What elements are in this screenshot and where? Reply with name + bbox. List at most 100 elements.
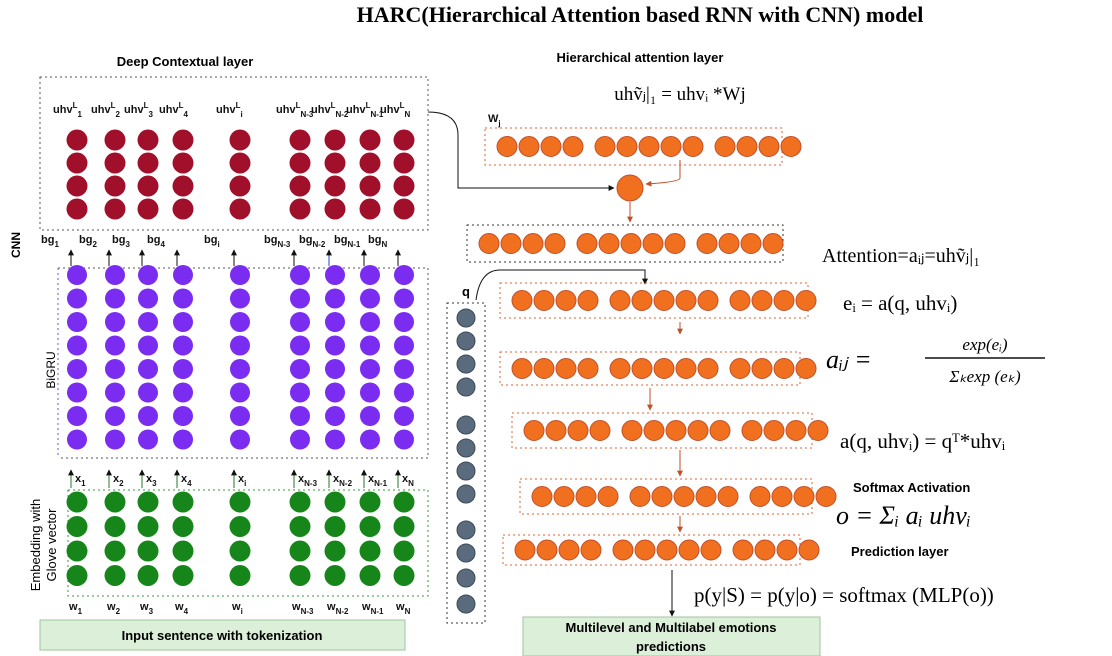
bigru-node [290, 359, 310, 379]
label-base: uhv [124, 104, 144, 116]
cnn-node [324, 198, 346, 220]
bigru-node [173, 359, 193, 379]
label-sup: L [366, 101, 371, 110]
uhv-label: uhvL4 [159, 101, 188, 119]
bigru-node [230, 335, 250, 356]
w-label: w4 [174, 601, 189, 616]
attention-node [540, 136, 562, 157]
attention-node [594, 136, 616, 157]
bigru-node [230, 265, 250, 285]
label-sub: 2 [92, 240, 97, 249]
label-sub: 2 [115, 110, 120, 119]
embedding-node [393, 516, 415, 537]
label-sub: N-3 [301, 607, 314, 616]
label-base: bg [112, 234, 125, 246]
cnn-node [104, 198, 126, 220]
embedding-node [393, 540, 415, 562]
q-node [456, 594, 476, 614]
bigru-node [394, 359, 414, 379]
attention-node [651, 486, 673, 507]
side-label: CNN [9, 232, 23, 258]
bigru-node [394, 312, 414, 332]
footer-box [39, 619, 406, 651]
attention-node [629, 486, 651, 507]
label-sub: N-3 [300, 110, 313, 119]
attention-node [793, 486, 815, 507]
bigru-node [105, 335, 125, 356]
label-sub: N-2 [336, 607, 349, 616]
q-node [456, 484, 476, 504]
bigru-node [325, 265, 345, 285]
cnn-node [359, 198, 381, 220]
bigru-node [67, 312, 87, 332]
w-label: w2 [106, 601, 121, 616]
label-sub: N-3 [304, 479, 317, 488]
attention-node [531, 486, 553, 507]
label-base: uhv [346, 104, 366, 116]
label-sub: 4 [184, 607, 189, 616]
attention-node [631, 358, 653, 379]
attention-node [555, 358, 577, 379]
uhv-label: uhvL1 [53, 101, 82, 119]
bigru-node [173, 429, 193, 450]
cnn-node [229, 129, 251, 151]
side-label: Glove vector [44, 508, 59, 582]
embedding-node [172, 516, 194, 537]
attention-node [511, 290, 533, 311]
x-label: xN-2 [333, 473, 353, 488]
cnn-node [289, 129, 311, 151]
embedding-node [289, 491, 311, 513]
bigru-node [138, 335, 158, 356]
x-label: xN-3 [298, 473, 318, 488]
bigru-node [290, 382, 310, 403]
attention-row [466, 224, 784, 263]
attention-node [682, 136, 704, 157]
label-sub: i [240, 110, 242, 119]
label-sub: 2 [119, 479, 124, 488]
bigru-node [394, 265, 414, 285]
equation: o = Σᵢ aᵢ uhvᵢ [836, 501, 971, 530]
attention-node [700, 539, 722, 561]
label-base: uhv [216, 104, 236, 116]
bg-label: bgN-1 [334, 234, 361, 249]
embedding-node [359, 516, 381, 537]
bigru-node [394, 382, 414, 403]
label-sub: N-2 [339, 479, 352, 488]
embedding-node [66, 516, 88, 537]
formula: uhṽⱼ|₁ = uhvᵢ *Wj [614, 84, 746, 105]
attention-node [729, 358, 751, 379]
label: Prediction layer [851, 544, 949, 559]
side-label: BiGRU [44, 351, 58, 388]
q-node [456, 354, 476, 374]
cnn-node [324, 175, 346, 197]
footer-label: Multilevel and Multilabel emotions [566, 620, 777, 635]
weight-label: Wj [488, 113, 501, 128]
bigru-node [360, 359, 380, 379]
attention-node [597, 486, 619, 507]
attention-node [558, 539, 580, 561]
attention-node [675, 358, 697, 379]
bigru-node [360, 382, 380, 403]
embedding-node [229, 565, 251, 586]
cnn-box [39, 76, 429, 231]
w-label: wi [231, 601, 243, 616]
w-label: w3 [139, 601, 154, 616]
bigru-node [360, 312, 380, 332]
bigru-node [138, 265, 158, 285]
uhv-label: uhvL2 [91, 101, 120, 119]
bigru-node [290, 312, 310, 332]
bigru-node [325, 288, 345, 309]
attention-node [729, 290, 751, 311]
cnn-node [137, 198, 159, 220]
q-node [456, 543, 476, 563]
attention-node [514, 539, 536, 561]
embedding-node [104, 491, 126, 513]
attention-node [798, 539, 820, 561]
label-base: x [298, 473, 305, 485]
cnn-node [289, 175, 311, 197]
bigru-node [290, 406, 310, 426]
label-sup: L [73, 101, 78, 110]
label-sup: L [296, 101, 301, 110]
cnn-node [104, 129, 126, 151]
label-sub: N-3 [277, 240, 290, 249]
